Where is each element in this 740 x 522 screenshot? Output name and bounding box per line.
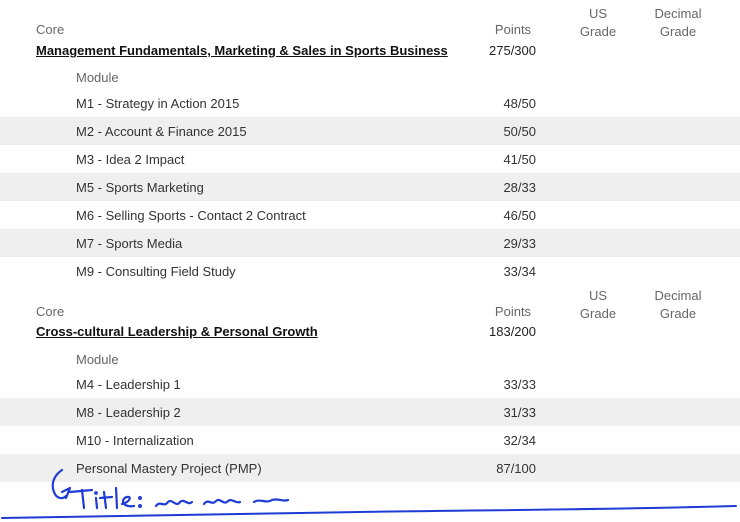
- course-total-points: 183/200: [489, 324, 536, 339]
- points-header: Points: [494, 22, 532, 37]
- table-row: M8 - Leadership 2 31/33: [0, 398, 740, 426]
- module-points: 50/50: [503, 124, 536, 139]
- table-row: M7 - Sports Media 29/33: [0, 229, 740, 257]
- module-points: 87/100: [496, 461, 536, 476]
- table-row: M6 - Selling Sports - Contact 2 Contract…: [0, 201, 740, 229]
- module-name: M4 - Leadership 1: [76, 377, 181, 392]
- module-points: 28/33: [503, 180, 536, 195]
- table-row: M4 - Leadership 1 33/33: [0, 370, 740, 398]
- module-points: 46/50: [503, 208, 536, 223]
- module-points: 31/33: [503, 405, 536, 420]
- us-grade-header-line2: Grade: [579, 306, 617, 321]
- module-name: M1 - Strategy in Action 2015: [76, 96, 240, 111]
- table-row: M10 - Internalization 32/34: [0, 426, 740, 454]
- table-row: M3 - Idea 2 Impact 41/50: [0, 145, 740, 173]
- course-total-points: 275/300: [489, 43, 536, 58]
- core-label: Core: [36, 22, 65, 37]
- decimal-grade-header-line1: Decimal: [654, 288, 702, 303]
- table-row: Personal Mastery Project (PMP) 87/100: [0, 454, 740, 482]
- us-grade-header-line1: US: [588, 288, 608, 303]
- module-name: M5 - Sports Marketing: [76, 180, 204, 195]
- core-label: Core: [36, 304, 65, 319]
- module-points: 41/50: [503, 152, 536, 167]
- module-header: Module: [76, 70, 119, 85]
- us-grade-header-line1: US: [588, 6, 608, 21]
- table-row: M2 - Account & Finance 2015 50/50: [0, 117, 740, 145]
- module-name: M9 - Consulting Field Study: [76, 264, 236, 279]
- points-header: Points: [494, 304, 532, 319]
- module-name: M2 - Account & Finance 2015: [76, 124, 247, 139]
- module-name: M3 - Idea 2 Impact: [76, 152, 185, 167]
- module-points: 32/34: [503, 433, 536, 448]
- module-points: 33/34: [503, 264, 536, 279]
- module-points: 48/50: [503, 96, 536, 111]
- table-row: M1 - Strategy in Action 2015 48/50: [0, 89, 740, 117]
- course-title: Management Fundamentals, Marketing & Sal…: [36, 43, 448, 58]
- table-row: M9 - Consulting Field Study 33/34: [0, 257, 740, 285]
- course-title: Cross-cultural Leadership & Personal Gro…: [36, 324, 318, 339]
- decimal-grade-header-line1: Decimal: [654, 6, 702, 21]
- us-grade-header-line2: Grade: [579, 24, 617, 39]
- module-name: M8 - Leadership 2: [76, 405, 181, 420]
- decimal-grade-header-line2: Grade: [659, 306, 697, 321]
- decimal-grade-header-line2: Grade: [659, 24, 697, 39]
- handwritten-title-scribble-icon: [1, 468, 737, 519]
- module-header: Module: [76, 352, 119, 367]
- module-name: M10 - Internalization: [76, 433, 194, 448]
- table-row: M5 - Sports Marketing 28/33: [0, 173, 740, 201]
- module-points: 33/33: [503, 377, 536, 392]
- module-points: 29/33: [503, 236, 536, 251]
- module-name: M6 - Selling Sports - Contact 2 Contract: [76, 208, 306, 223]
- module-name: M7 - Sports Media: [76, 236, 183, 251]
- module-name: Personal Mastery Project (PMP): [76, 461, 262, 476]
